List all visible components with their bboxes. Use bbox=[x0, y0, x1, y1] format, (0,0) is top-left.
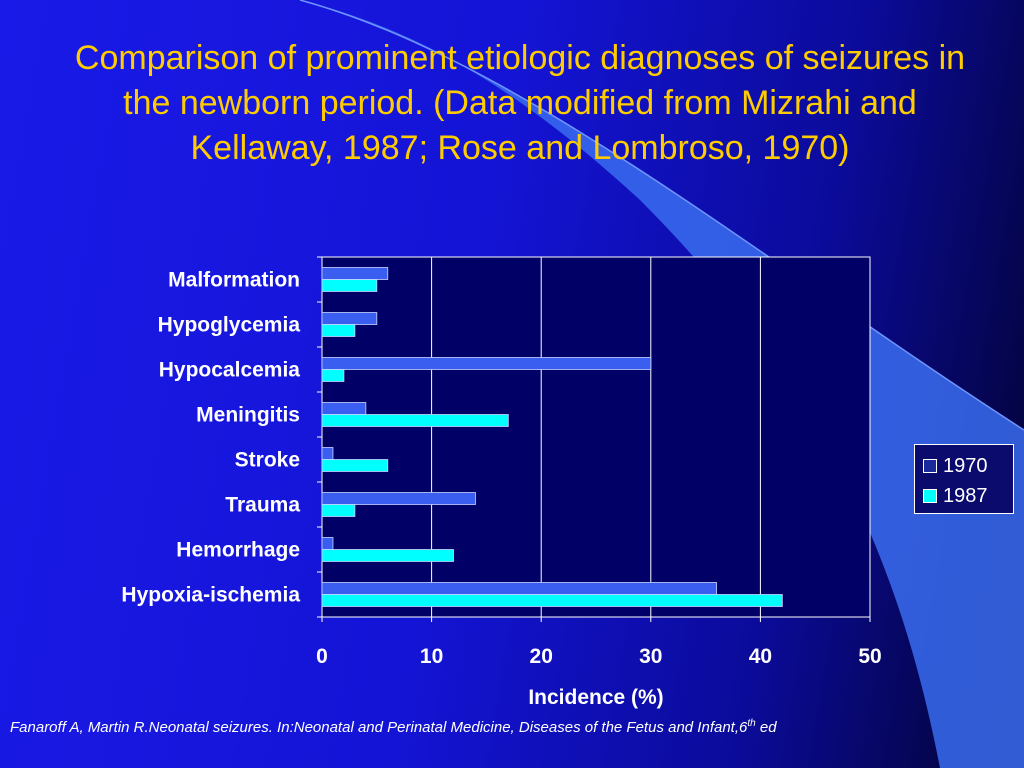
x-tick-label-10: 10 bbox=[420, 645, 443, 668]
x-tick-label-0: 0 bbox=[316, 645, 328, 668]
bar-malformation-1987 bbox=[321, 279, 378, 292]
category-label-malformation: Malformation bbox=[168, 269, 300, 292]
bar-trauma-1987 bbox=[321, 504, 356, 517]
bar-malformation-1970 bbox=[321, 267, 389, 280]
legend: 1970 1987 bbox=[914, 444, 1014, 514]
x-tick-label-30: 30 bbox=[639, 645, 662, 668]
legend-swatch-1970 bbox=[923, 459, 937, 473]
legend-label-1987: 1987 bbox=[943, 484, 988, 507]
x-tick-label-40: 40 bbox=[749, 645, 772, 668]
category-label-hypoxia-ischemia: Hypoxia-ischemia bbox=[121, 584, 300, 607]
category-label-hemorrhage: Hemorrhage bbox=[176, 539, 300, 562]
category-labels: Malformation Hypoglycemia Hypocalcemia Meni… bbox=[121, 269, 300, 607]
bars bbox=[317, 256, 871, 622]
bar-hemorrhage-1970 bbox=[321, 537, 334, 550]
bar-hypoxia-ischemia-1970 bbox=[321, 582, 717, 595]
bar-hypocalcemia-1987 bbox=[321, 369, 345, 382]
legend-label-1970: 1970 bbox=[943, 454, 988, 477]
x-tick-label-50: 50 bbox=[858, 645, 881, 668]
bar-hemorrhage-1987 bbox=[321, 549, 454, 562]
bar-hypoglycemia-1987 bbox=[321, 324, 356, 337]
citation-superscript: th bbox=[747, 718, 756, 729]
legend-item-1970: 1970 bbox=[923, 451, 1013, 481]
bar-stroke-1970 bbox=[321, 447, 334, 460]
bar-stroke-1987 bbox=[321, 459, 389, 472]
category-label-hypoglycemia: Hypoglycemia bbox=[158, 314, 301, 337]
bar-hypocalcemia-1970 bbox=[321, 357, 652, 370]
bar-hypoxia-ischemia-1987 bbox=[321, 594, 783, 607]
bar-trauma-1970 bbox=[321, 492, 476, 505]
bar-meningitis-1970 bbox=[321, 402, 367, 415]
citation-tail: ed bbox=[755, 719, 777, 736]
category-label-hypocalcemia: Hypocalcemia bbox=[159, 359, 301, 382]
slide-title: Comparison of prominent etiologic diagno… bbox=[74, 39, 966, 167]
category-label-meningitis: Meningitis bbox=[196, 404, 300, 427]
bar-meningitis-1987 bbox=[321, 414, 509, 427]
x-tick-label-20: 20 bbox=[530, 645, 553, 668]
category-label-trauma: Trauma bbox=[225, 494, 300, 517]
legend-item-1987: 1987 bbox=[923, 481, 1013, 511]
citation-footer: Fanaroff A, Martin R.Neonatal seizures. … bbox=[10, 718, 1024, 736]
citation-text: Fanaroff A, Martin R.Neonatal seizures. … bbox=[10, 719, 748, 736]
bar-hypoglycemia-1970 bbox=[321, 312, 378, 325]
legend-swatch-1987 bbox=[923, 489, 937, 503]
plot-area bbox=[321, 256, 871, 618]
category-label-stroke: Stroke bbox=[235, 449, 300, 472]
x-tick-labels: 0 10 20 30 40 50 bbox=[316, 645, 882, 668]
x-axis-label: Incidence (%) bbox=[528, 686, 663, 709]
